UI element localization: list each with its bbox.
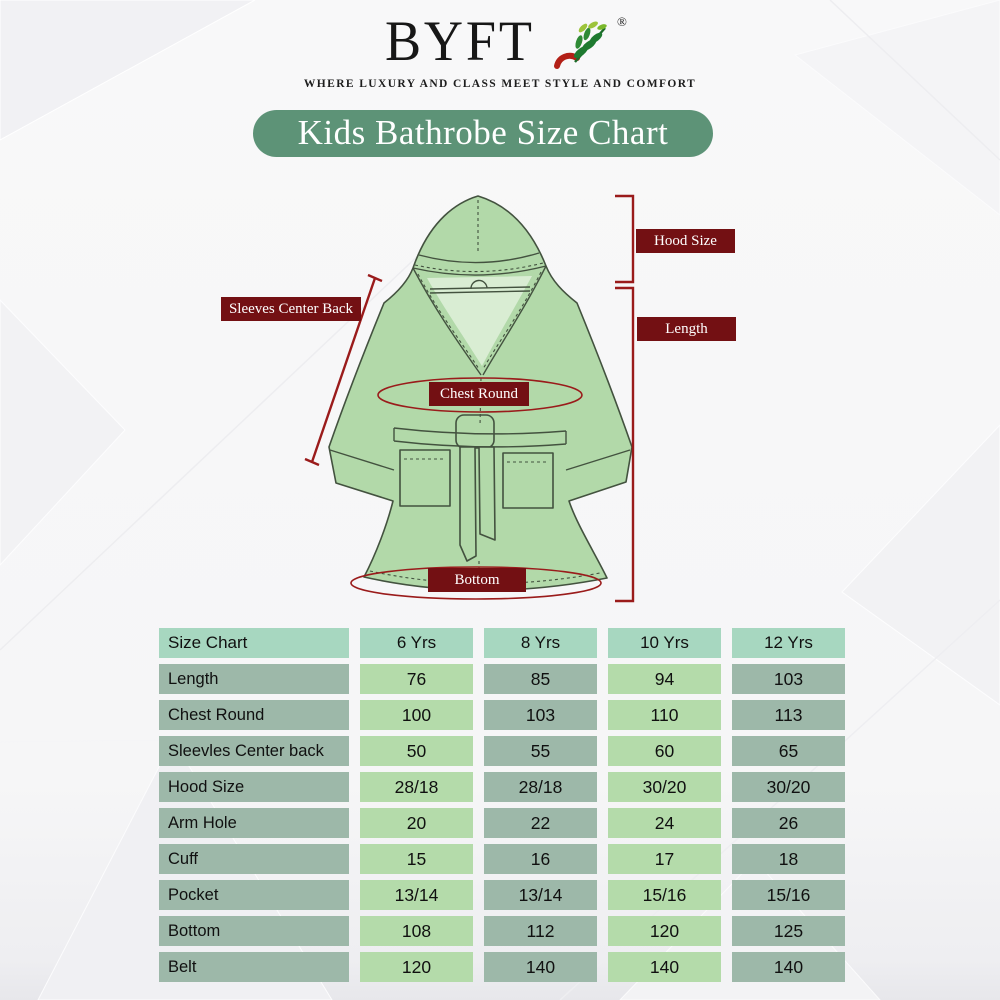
row-label: Arm Hole xyxy=(159,808,349,838)
value-cell: 65 xyxy=(732,736,845,766)
brand-name: BYFT xyxy=(385,10,535,73)
row-label: Bottom xyxy=(159,916,349,946)
value-cell: 13/14 xyxy=(360,880,473,910)
value-cell: 28/18 xyxy=(360,772,473,802)
value-cell: 15/16 xyxy=(732,880,845,910)
value-cell: 13/14 xyxy=(484,880,597,910)
value-cell: 28/18 xyxy=(484,772,597,802)
brand-logo-row: BYFT ® xyxy=(0,12,1000,74)
row-label: Pocket xyxy=(159,880,349,910)
brand-tagline: WHERE LUXURY AND CLASS MEET STYLE AND CO… xyxy=(303,78,697,90)
label-bottom: Bottom xyxy=(428,568,526,592)
registered-mark: ® xyxy=(616,14,627,29)
brand-logo: BYFT ® WHERE LUXURY AND CLASS MEET STYLE xyxy=(0,12,1000,91)
value-cell: 15 xyxy=(360,844,473,874)
value-cell: 140 xyxy=(608,952,721,982)
table-header-10yrs: 10 Yrs xyxy=(608,628,721,658)
label-length: Length xyxy=(637,317,736,341)
row-label: Cuff xyxy=(159,844,349,874)
label-chest-round: Chest Round xyxy=(429,382,529,406)
value-cell: 17 xyxy=(608,844,721,874)
value-cell: 76 xyxy=(360,664,473,694)
value-cell: 30/20 xyxy=(732,772,845,802)
bathrobe-diagram: Hood Size Length Sleeves Center Back Che… xyxy=(180,185,770,628)
row-label: Belt xyxy=(159,952,349,982)
value-cell: 110 xyxy=(608,700,721,730)
value-cell: 125 xyxy=(732,916,845,946)
value-cell: 85 xyxy=(484,664,597,694)
value-cell: 50 xyxy=(360,736,473,766)
value-cell: 26 xyxy=(732,808,845,838)
value-cell: 30/20 xyxy=(608,772,721,802)
value-cell: 16 xyxy=(484,844,597,874)
title-banner: Kids Bathrobe Size Chart xyxy=(253,110,713,157)
value-cell: 22 xyxy=(484,808,597,838)
value-cell: 120 xyxy=(360,952,473,982)
value-cell: 94 xyxy=(608,664,721,694)
table-header-6yrs: 6 Yrs xyxy=(360,628,473,658)
row-label: Hood Size xyxy=(159,772,349,802)
value-cell: 120 xyxy=(608,916,721,946)
label-sleeves-center-back: Sleeves Center Back xyxy=(221,297,361,321)
value-cell: 140 xyxy=(732,952,845,982)
value-cell: 55 xyxy=(484,736,597,766)
value-cell: 24 xyxy=(608,808,721,838)
value-cell: 18 xyxy=(732,844,845,874)
value-cell: 140 xyxy=(484,952,597,982)
value-cell: 100 xyxy=(360,700,473,730)
row-label: Chest Round xyxy=(159,700,349,730)
label-hood-size: Hood Size xyxy=(636,229,735,253)
size-table: Size Chart 6 Yrs 8 Yrs 10 Yrs 12 Yrs Len… xyxy=(159,628,845,982)
value-cell: 108 xyxy=(360,916,473,946)
row-label: Sleevles Center back xyxy=(159,736,349,766)
brand-icon-wrap: ® xyxy=(549,14,627,74)
table-header-12yrs: 12 Yrs xyxy=(732,628,845,658)
value-cell: 15/16 xyxy=(608,880,721,910)
value-cell: 113 xyxy=(732,700,845,730)
value-cell: 103 xyxy=(484,700,597,730)
value-cell: 20 xyxy=(360,808,473,838)
value-cell: 112 xyxy=(484,916,597,946)
value-cell: 60 xyxy=(608,736,721,766)
leaf-branch-icon xyxy=(553,21,607,69)
value-cell: 103 xyxy=(732,664,845,694)
table-header-8yrs: 8 Yrs xyxy=(484,628,597,658)
table-header-size-chart: Size Chart xyxy=(159,628,349,658)
row-label: Length xyxy=(159,664,349,694)
